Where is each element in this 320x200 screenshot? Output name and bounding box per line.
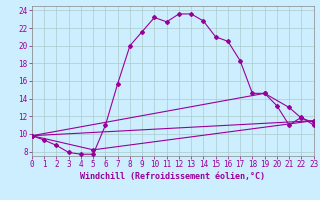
X-axis label: Windchill (Refroidissement éolien,°C): Windchill (Refroidissement éolien,°C) [80, 172, 265, 181]
